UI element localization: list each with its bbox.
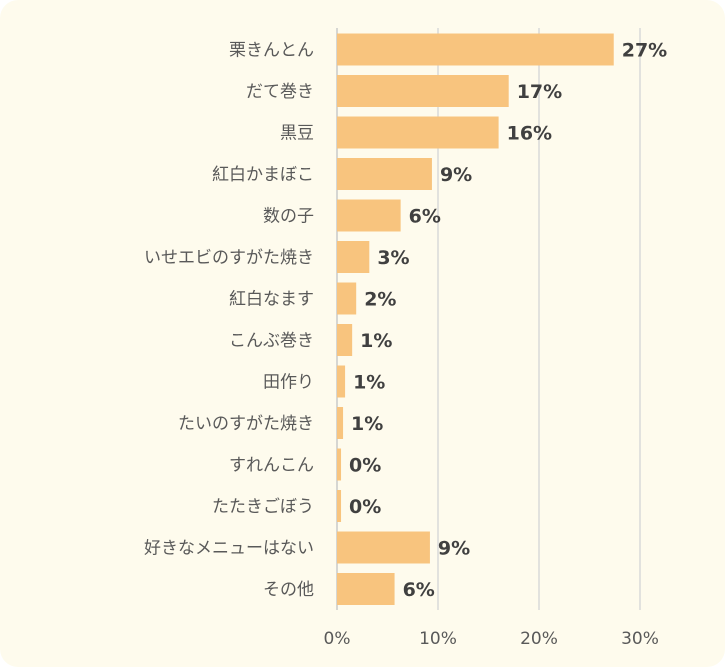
category-label: 栗きんとん: [229, 41, 314, 61]
category-labels: 栗きんとんだて巻き黒豆紅白かまぼこ数の子いせエビのすがた焼き紅白なますこんぶ巻き…: [144, 41, 314, 601]
bar: [337, 407, 344, 439]
value-label: 27%: [622, 40, 667, 62]
value-label: 9%: [438, 538, 470, 560]
bar: [337, 531, 430, 564]
value-label: 6%: [409, 206, 441, 228]
category-label: 黒豆: [280, 124, 314, 144]
value-label: 17%: [517, 81, 562, 103]
category-label: その他: [263, 580, 314, 600]
bars: [337, 33, 614, 605]
bar: [337, 490, 342, 522]
bar: [337, 573, 395, 605]
value-label: 16%: [507, 123, 552, 145]
category-label: たたきごぼう: [212, 497, 314, 517]
value-labels: 27%17%16%9%6%3%2%1%1%1%0%0%9%6%: [349, 40, 667, 602]
category-label: こんぶ巻き: [229, 331, 314, 351]
value-label: 0%: [349, 455, 381, 477]
x-tick-label: 20%: [520, 629, 558, 649]
bar: [337, 241, 370, 273]
x-tick-labels: 0% 10% 20% 30%: [324, 629, 659, 649]
bar: [337, 75, 509, 107]
category-label: だて巻き: [246, 82, 314, 102]
category-label: いせエビのすがた焼き: [144, 248, 314, 268]
value-label: 9%: [440, 164, 472, 186]
category-label: 田作り: [263, 373, 314, 393]
x-tick-label: 30%: [621, 629, 659, 649]
bar: [337, 282, 357, 315]
category-label: 好きなメニューはない: [144, 539, 314, 559]
value-label: 0%: [349, 496, 381, 518]
x-tick-label: 0%: [324, 629, 351, 649]
bar: [337, 365, 346, 398]
bar: [337, 324, 353, 356]
value-label: 2%: [364, 289, 396, 311]
bar: [337, 199, 401, 232]
bar: [337, 116, 499, 149]
value-label: 1%: [360, 330, 392, 352]
value-label: 1%: [353, 372, 385, 394]
bar: [337, 33, 614, 66]
gridlines: [336, 28, 641, 610]
value-label: 1%: [351, 413, 383, 435]
value-label: 6%: [403, 579, 435, 601]
value-label: 3%: [377, 247, 409, 269]
category-label: 数の子: [263, 207, 314, 227]
bar: [337, 158, 432, 190]
category-label: 紅白かまぼこ: [212, 165, 314, 185]
category-label: 紅白なます: [229, 290, 314, 310]
category-label: すれんこん: [229, 456, 314, 476]
category-label: たいのすがた焼き: [178, 414, 314, 434]
x-tick-label: 10%: [419, 629, 457, 649]
bar: [337, 448, 342, 481]
